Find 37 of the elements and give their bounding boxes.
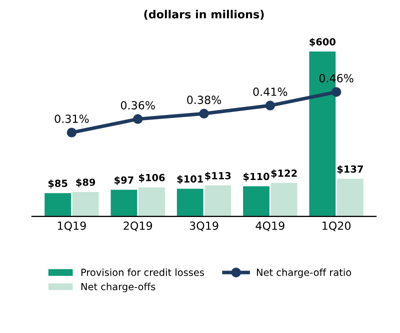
point — [66, 128, 77, 138]
x-tick-label: 1Q20 — [322, 222, 351, 232]
point — [265, 100, 276, 110]
data-label: 0.41% — [253, 88, 288, 96]
data-label: 0.38% — [187, 96, 222, 104]
data-label: $600 — [310, 38, 336, 47]
data-label: 0.31% — [54, 114, 89, 124]
data-label: 0.36% — [120, 101, 155, 110]
bar — [176, 188, 204, 216]
data-label: $97 — [114, 176, 134, 186]
legend-label: Net charge-offs — [81, 282, 156, 292]
data-label: $122 — [271, 169, 297, 178]
data-label: $106 — [138, 174, 165, 183]
data-label: $113 — [205, 172, 231, 181]
bar — [138, 187, 165, 216]
bar — [337, 178, 364, 216]
bar — [72, 192, 99, 216]
data-label: $137 — [337, 165, 363, 174]
data-label: $101 — [177, 175, 203, 184]
data-label: $89 — [76, 178, 96, 188]
point — [132, 114, 143, 124]
x-tick-label: 2Q19 — [124, 222, 152, 232]
chart-title: (dollars in millions) — [144, 10, 264, 20]
x-tick-label: 1Q19 — [58, 222, 86, 232]
data-label: $110 — [243, 172, 270, 182]
bar — [204, 185, 232, 216]
legend-label: Net charge-off ratio — [256, 268, 352, 278]
point — [199, 108, 209, 118]
bar — [44, 193, 71, 216]
legend-label: Provision for credit losses — [81, 268, 204, 276]
bar — [270, 182, 298, 216]
x-tick-label: 4Q19 — [256, 222, 284, 232]
bar — [110, 190, 138, 216]
bar — [243, 186, 270, 216]
point — [331, 87, 342, 97]
data-label: $85 — [48, 180, 68, 188]
x-tick-label: 3Q19 — [190, 222, 218, 232]
